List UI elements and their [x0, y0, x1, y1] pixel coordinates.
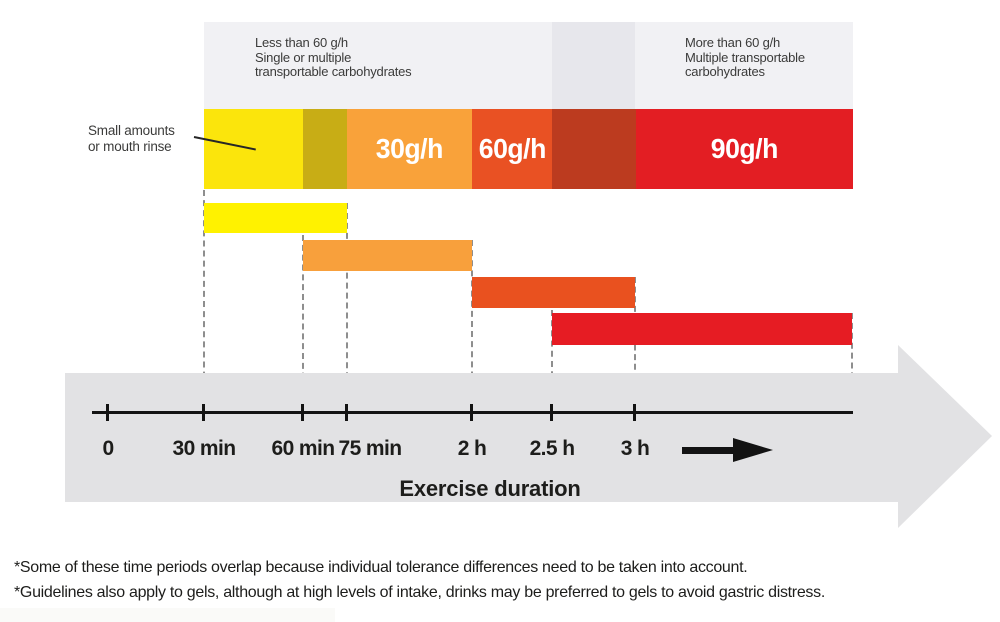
footnotes: *Some of these time periods overlap beca… — [14, 555, 825, 605]
notes-panel — [204, 22, 853, 109]
note-line: carbohydrates — [685, 64, 765, 79]
duration-bar-30g — [303, 240, 472, 271]
direction-arrow-shaft — [682, 447, 734, 454]
duration-bar-90g — [552, 313, 852, 345]
annotation-line: Small amounts — [88, 123, 175, 138]
timeline-band — [65, 373, 898, 502]
intake-segment-30g: 30g/h — [347, 109, 472, 189]
note-line: More than 60 g/h — [685, 35, 781, 50]
axis-title: Exercise duration — [399, 476, 581, 501]
dashed-guide-75min — [346, 203, 348, 418]
dashed-guide-end — [851, 313, 853, 418]
footnote-line-1: *Some of these time periods overlap beca… — [14, 559, 748, 576]
timeline-band-arrowhead — [898, 345, 992, 528]
note-line: transportable carbohydrates — [255, 64, 412, 79]
dashed-guide-60min — [302, 235, 304, 418]
footnote-line-2: *Guidelines also apply to gels, although… — [14, 584, 825, 601]
note-line: Single or multiple — [255, 49, 352, 65]
dashed-guide-3h — [634, 277, 636, 418]
tick-label-2-5h: 2.5 h — [529, 437, 575, 460]
tick-2h — [470, 404, 473, 421]
tick-label-0: 0 — [102, 437, 114, 460]
small-amounts-annotation: Small amounts or mouth rinse — [88, 123, 175, 154]
tick-label-60min: 60 min — [271, 437, 336, 460]
tick-0 — [106, 404, 109, 421]
intake-segment-label-90g: 90g/h — [710, 133, 779, 164]
annotation-line: or mouth rinse — [88, 138, 172, 154]
tick-75min — [345, 404, 348, 421]
tick-30min — [202, 404, 205, 421]
intake-segment-transition-1 — [303, 109, 347, 189]
dashed-guide-2-5h — [551, 310, 553, 418]
notes-panel-highlight-column — [552, 22, 635, 109]
tick-label-75min: 75 min — [338, 437, 403, 460]
tick-60min — [301, 404, 304, 421]
note-more-than-60: More than 60 g/h Multiple transportable … — [685, 35, 805, 80]
intake-segment-90g: 90g/h — [636, 109, 853, 189]
dashed-guide-30min — [203, 190, 205, 418]
note-line: Multiple transportable — [685, 49, 805, 65]
intake-segment-60g: 60g/h — [472, 109, 552, 189]
intake-segment-label-30g: 30g/h — [375, 133, 444, 164]
tick-2-5h — [550, 404, 553, 421]
duration-bar-mouth-rinse — [204, 203, 347, 233]
tick-label-30min: 30 min — [172, 437, 237, 460]
intake-segment-transition-2 — [552, 109, 636, 189]
bottom-strip — [0, 608, 335, 622]
intake-segment-label-60g: 60g/h — [478, 133, 546, 164]
dashed-guide-2h — [471, 240, 473, 418]
tick-label-2h: 2 h — [457, 437, 487, 460]
tick-3h — [633, 404, 636, 421]
direction-arrow-icon — [733, 438, 773, 462]
tick-label-3h: 3 h — [620, 437, 650, 460]
note-line: Less than 60 g/h — [255, 35, 348, 50]
note-less-than-60: Less than 60 g/h Single or multiple tran… — [255, 35, 412, 80]
duration-bar-60g — [472, 277, 635, 308]
